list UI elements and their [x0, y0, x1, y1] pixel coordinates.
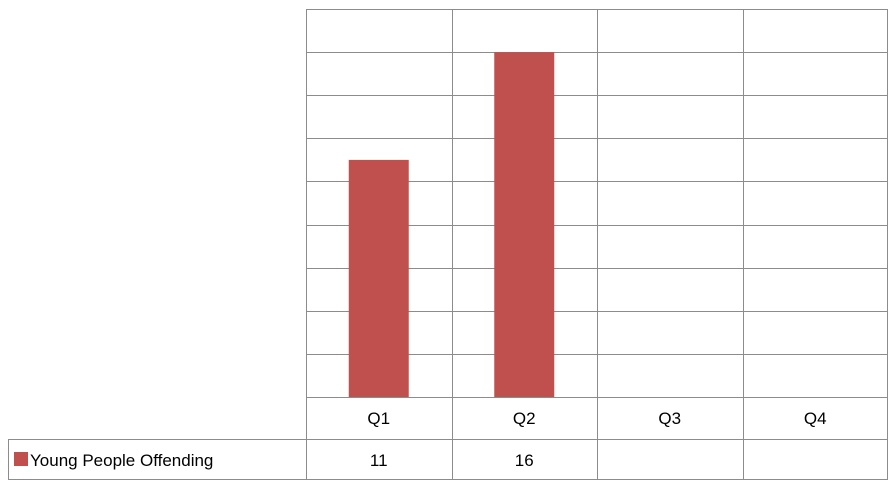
- bar-q2: [494, 52, 555, 397]
- data-table-cell: 11: [370, 451, 388, 470]
- category-label-q4: Q4: [804, 409, 827, 428]
- category-labels: Q1 Q2 Q3 Q4: [367, 409, 826, 428]
- data-table-borders: [8, 9, 888, 480]
- bars: [348, 52, 555, 397]
- legend-label: Young People Offending: [30, 451, 213, 470]
- legend-swatch: [14, 452, 28, 466]
- data-table-values: 11 16: [370, 451, 534, 470]
- data-table: Q1 Q2 Q3 Q4 Young People Offending 11 16: [8, 9, 888, 480]
- data-table-cell: 16: [515, 451, 534, 470]
- category-label-q3: Q3: [658, 409, 681, 428]
- category-label-q2: Q2: [513, 409, 536, 428]
- legend: Young People Offending: [14, 451, 213, 470]
- bar-q1: [348, 159, 409, 397]
- category-label-q1: Q1: [367, 409, 390, 428]
